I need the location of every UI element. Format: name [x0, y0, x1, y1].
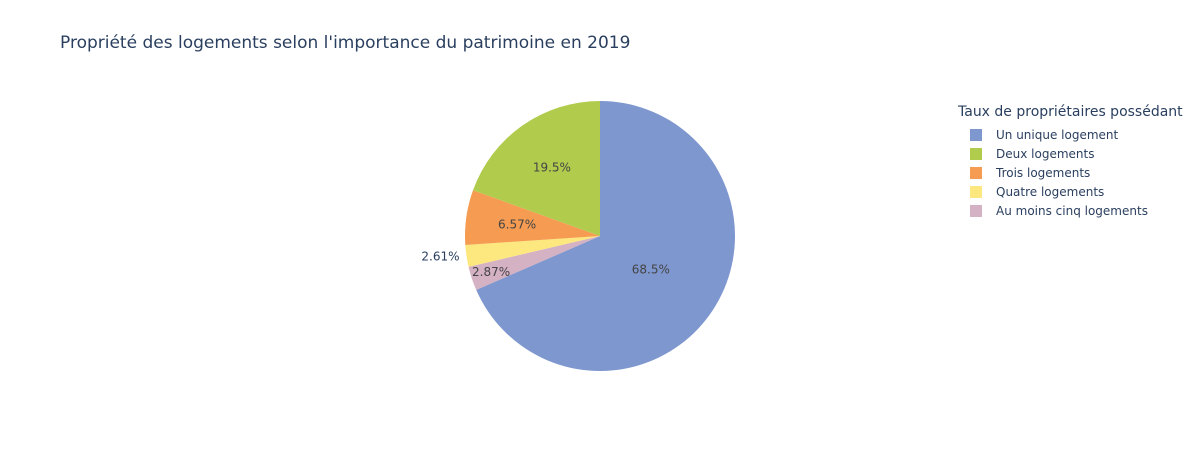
chart-title: Propriété des logements selon l'importan… [60, 33, 631, 53]
legend-swatch [970, 128, 982, 141]
slice-label-un-unique-logement: 68.5% [632, 262, 670, 276]
slice-label-quatre-logements: 2.61% [421, 250, 459, 264]
legend-label: Au moins cinq logements [996, 203, 1148, 218]
legend-label: Trois logements [996, 165, 1091, 180]
legend-swatch [970, 185, 982, 198]
legend-item-trois-logements[interactable]: Trois logements [958, 163, 1183, 182]
legend-item-quatre-logements[interactable]: Quatre logements [958, 182, 1183, 201]
pie-slice-quatre-logements[interactable] [465, 236, 600, 267]
pie-slice-trois-logements[interactable] [465, 190, 600, 245]
legend-label: Deux logements [996, 146, 1095, 161]
legend-swatch [970, 147, 982, 160]
slice-label-au-moins-cinq-logements: 2.87% [472, 265, 510, 279]
legend-label: Un unique logement [996, 127, 1119, 142]
legend-title: Taux de propriétaires possédant [958, 104, 1183, 120]
legend-swatch [970, 204, 982, 217]
pie-slice-au-moins-cinq-logements[interactable] [468, 236, 600, 290]
legend: Taux de propriétaires possédant Un uniqu… [958, 104, 1183, 220]
legend-label: Quatre logements [996, 184, 1105, 199]
legend-item-un-unique-logement[interactable]: Un unique logement [958, 125, 1183, 144]
legend-swatch [970, 166, 982, 179]
slice-label-trois-logements: 6.57% [498, 217, 536, 231]
slice-label-deux-logements: 19.5% [533, 161, 571, 175]
pie-slice-un-unique-logement[interactable] [476, 101, 735, 371]
pie-slice-deux-logements[interactable] [473, 100, 600, 236]
legend-item-deux-logements[interactable]: Deux logements [958, 144, 1183, 163]
legend-item-au-moins-cinq-logements[interactable]: Au moins cinq logements [958, 201, 1183, 220]
